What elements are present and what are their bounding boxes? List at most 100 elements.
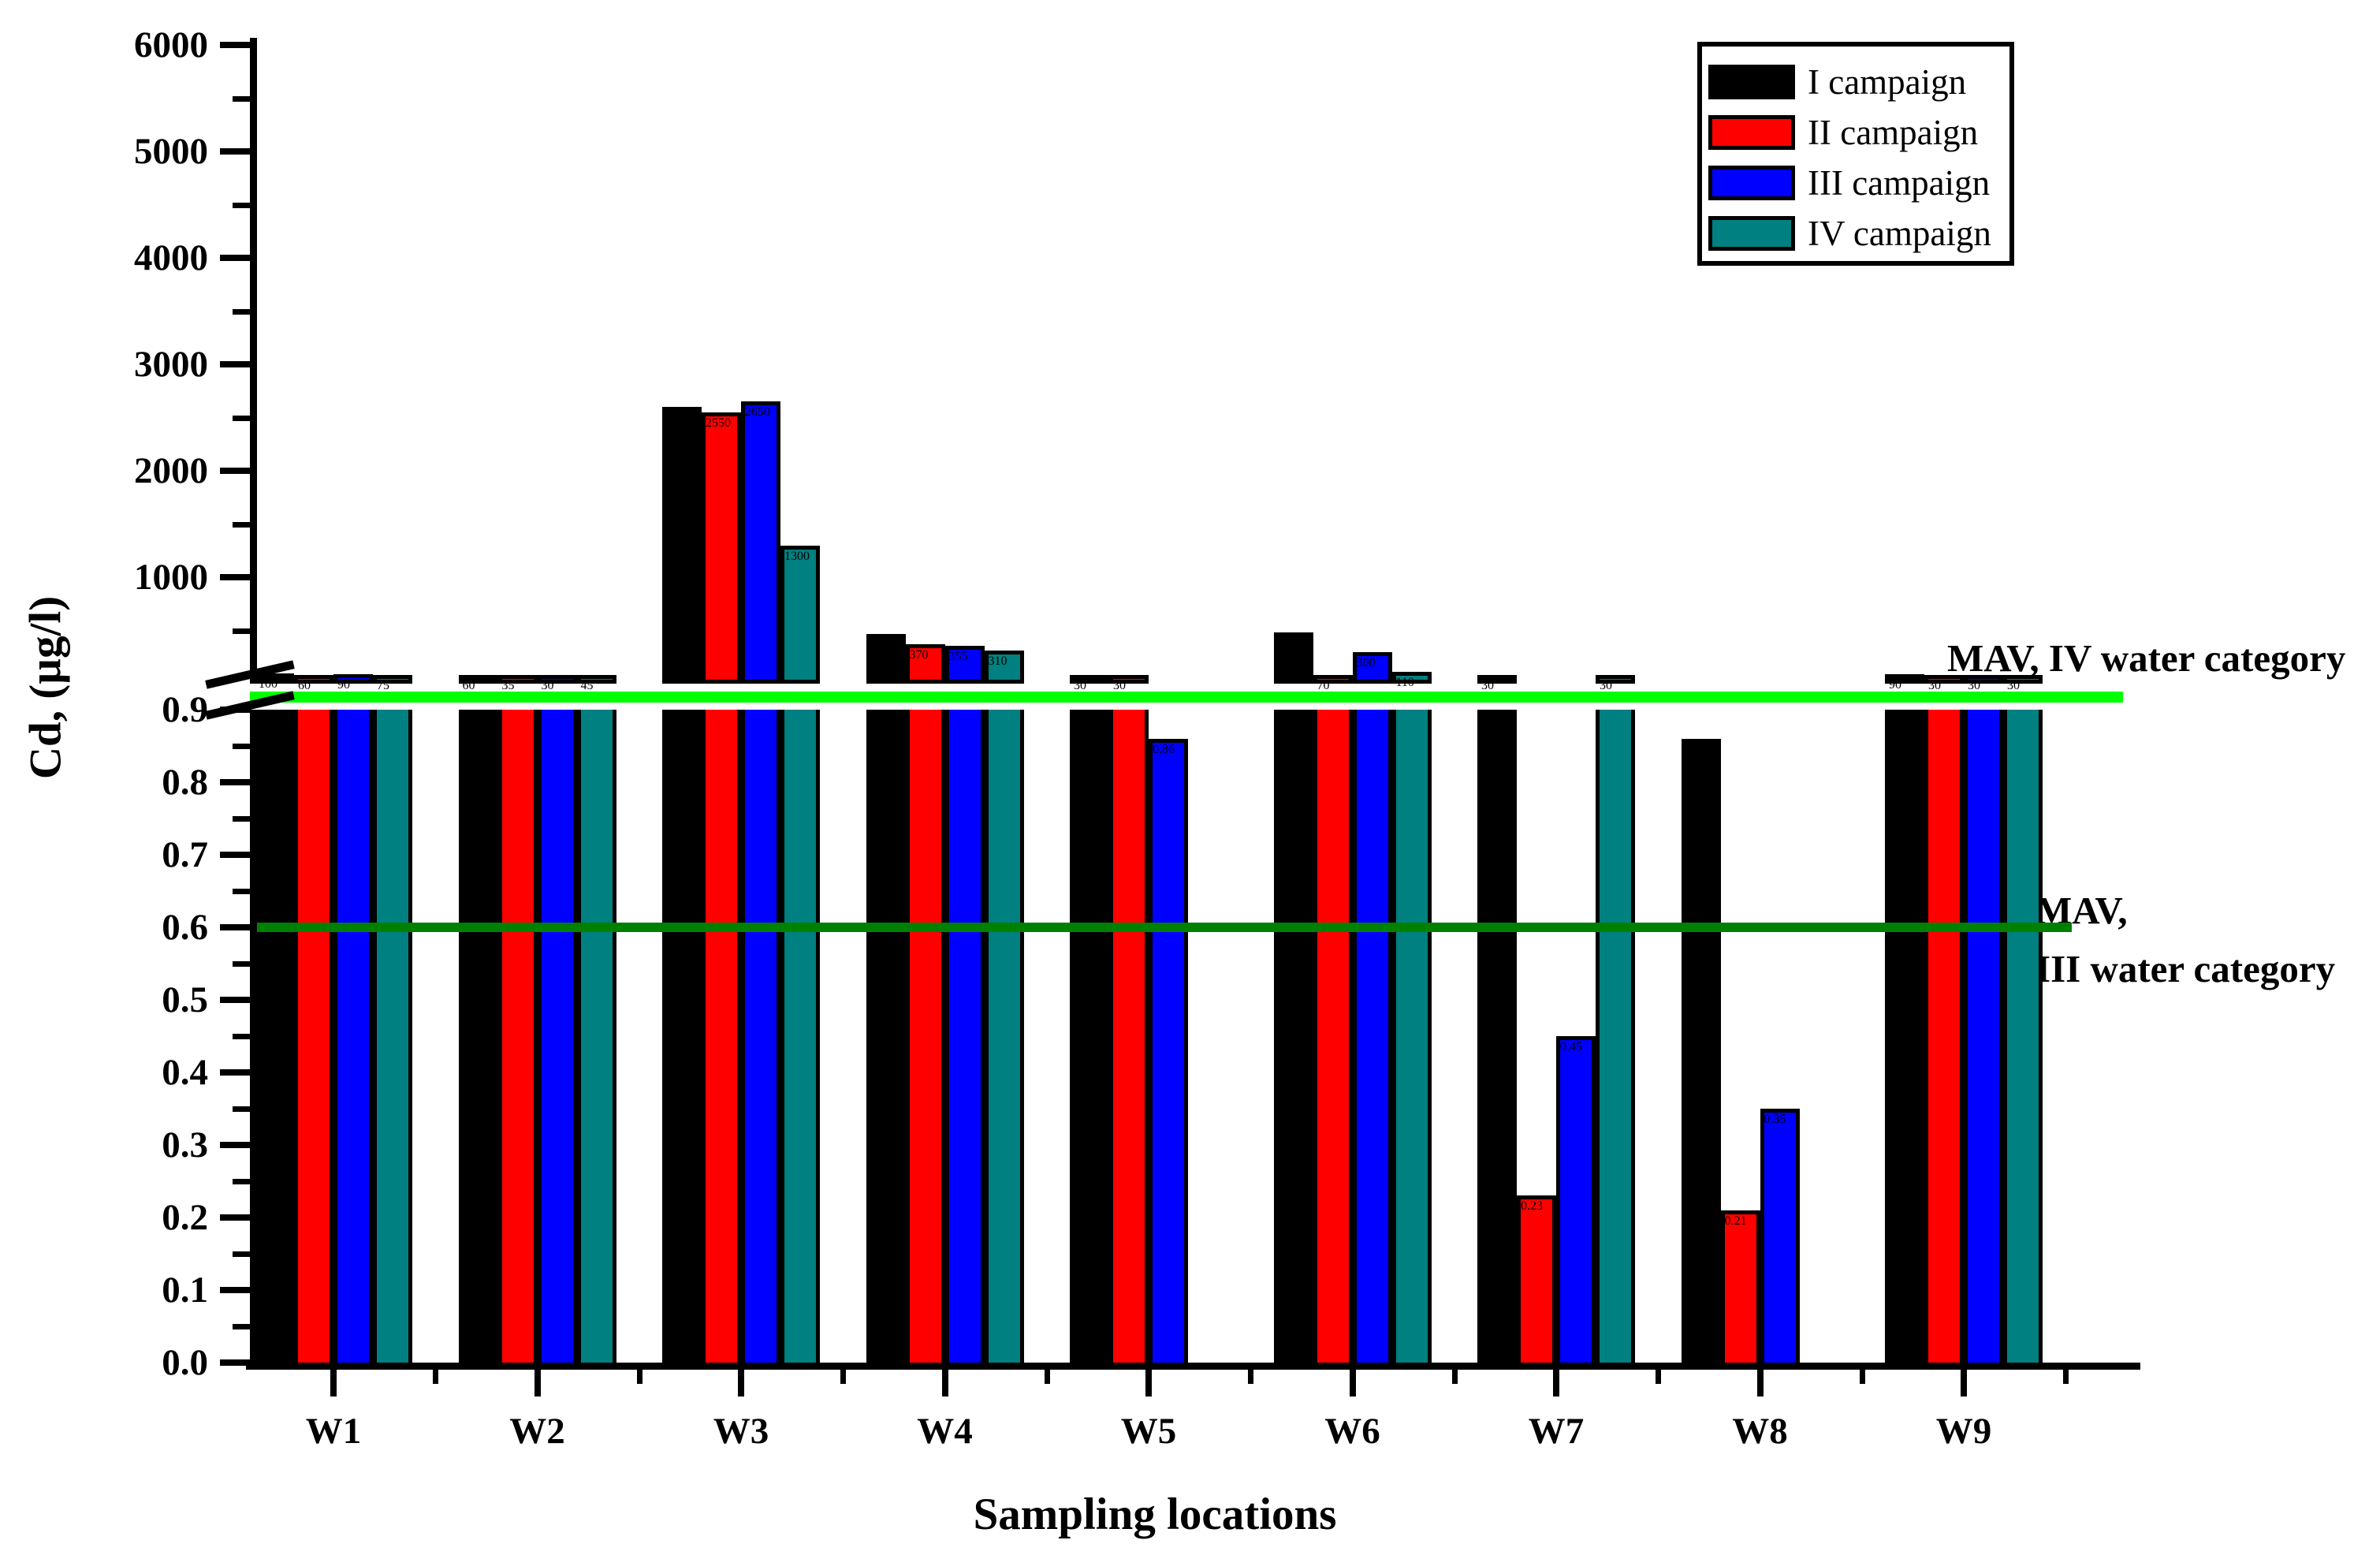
mav-iv-label: MAV, IV water category [1947,636,2346,680]
bar-cap: 30 [537,675,577,692]
bar-lower-segment [1391,710,1432,1363]
bar-cap: 30 [1070,675,1109,692]
bar-lower-segment [537,710,577,1363]
y-tick-label: 0.4 [162,1052,208,1093]
legend-label: II campaign [1808,113,1979,152]
bar-cap: 480 [1273,632,1313,684]
y-minor-tick [233,203,250,208]
bar-lower-segment [984,710,1024,1363]
y-minor-tick [233,1179,250,1184]
x-major-tick [330,1370,337,1397]
y-tick-label: 5000 [134,131,208,172]
bar-cap: 1300 [780,546,820,684]
bar: 0.35 [1760,1109,1800,1363]
x-major-tick [941,1370,948,1397]
bar-lower-segment [1596,710,1635,1363]
y-major-tick [220,468,250,474]
x-minor-tick [1451,1370,1458,1384]
x-axis-line [246,1363,2140,1370]
bar-cap: 370 [905,644,945,684]
x-major-tick [1961,1370,1967,1397]
y-minor-tick [233,416,250,421]
y-major-tick [220,1069,250,1076]
legend-swatch [1708,216,1795,251]
y-minor-tick [233,889,250,894]
bar-cap: 470 [866,634,906,684]
bar-lower-segment [333,710,373,1363]
y-minor-tick [233,96,250,102]
bar: 0.86 [1681,738,1721,1363]
y-tick-label: 0.9 [162,689,208,730]
y-major-tick [220,148,250,155]
y-major-tick [220,1142,250,1148]
y-major-tick [220,574,250,580]
bar-lower-segment [1273,710,1313,1363]
category-label: W3 [713,1411,769,1452]
category-label: W6 [1324,1411,1380,1452]
bar-lower-segment [662,710,702,1363]
x-minor-tick [433,1370,439,1384]
y-minor-tick [233,961,250,967]
y-tick-label: 6000 [134,24,208,65]
x-minor-tick [1656,1370,1662,1384]
bar-lower-segment [866,710,906,1363]
y-tick-label: 0.3 [162,1124,208,1165]
y-tick-label: 4000 [134,237,208,278]
legend-swatch [1708,115,1795,150]
category-label: W1 [305,1411,362,1452]
bar-lower-segment [1924,710,1964,1363]
y-tick-label: 0.5 [162,979,208,1020]
bar-cap: 100 [255,673,294,691]
x-major-tick [1349,1370,1356,1397]
bar-cap: 35 [497,675,538,692]
y-minor-tick [233,1251,250,1257]
bar-cap: 60 [294,675,333,692]
bar-cap: 30 [1924,675,1964,692]
bar-lower-segment [1964,710,2003,1363]
x-minor-tick [840,1370,847,1384]
y-minor-tick [233,1324,250,1329]
bar-lower-segment [2003,710,2043,1363]
bar-cap: 30 [1477,675,1517,692]
y-minor-tick [233,1034,250,1039]
bar-cap: 30 [1109,675,1149,692]
bar-cap: 2600 [662,407,702,684]
y-major-tick [220,255,250,261]
y-tick-label: 0.2 [162,1197,208,1238]
bar-cap: 45 [576,675,616,692]
bar-cap: 2650 [741,401,780,684]
x-minor-tick [1044,1370,1050,1384]
mav-iii-label: MAV, III water category [2035,882,2335,998]
bar-lower-segment [497,710,538,1363]
bar-cap: 2550 [702,412,741,684]
legend-label: III campaign [1808,163,1991,203]
bar-lower-segment [1885,710,1924,1363]
bar-lower-segment [905,710,945,1363]
bar-lower-segment [741,710,780,1363]
y-tick-label: 3000 [134,344,208,385]
bar: 0.21 [1720,1210,1760,1363]
legend-item: III campaign [1708,158,2009,208]
x-axis-title: Sampling locations [973,1490,1337,1539]
bar-lower-segment [1109,710,1149,1363]
x-major-tick [534,1370,541,1397]
y-tick-label: 0.1 [162,1270,208,1311]
y-tick-label: 2000 [134,450,208,491]
y-minor-tick [233,522,250,528]
x-minor-tick [1248,1370,1254,1384]
y-minor-tick [233,628,250,634]
y-axis-line-lower [250,710,257,1370]
y-major-tick [220,42,250,48]
bar-lower-segment [702,710,741,1363]
bar-cap: 310 [984,651,1024,684]
mav-iii-line [250,923,2072,932]
x-minor-tick [636,1370,642,1384]
x-minor-tick [2063,1370,2069,1384]
category-label: W9 [1935,1411,1992,1452]
bar-lower-segment [944,710,985,1363]
y-minor-tick [233,1106,250,1112]
y-major-tick [220,997,250,1003]
x-minor-tick [1859,1370,1865,1384]
